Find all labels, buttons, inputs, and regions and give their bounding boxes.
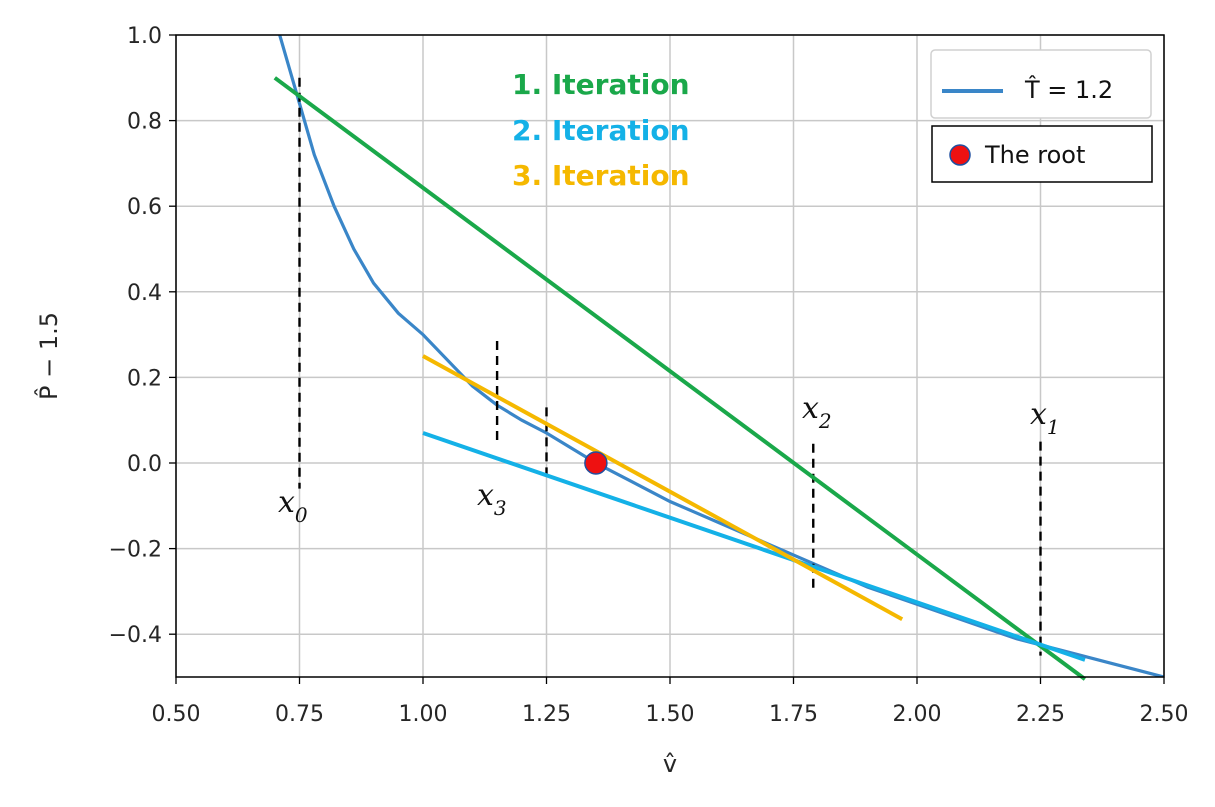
root-legend-label: The root [984, 141, 1085, 169]
marker-label-subscript: 3 [494, 496, 507, 520]
marker-label-x1: x1 [1030, 397, 1060, 439]
plot-frame [175, 34, 1165, 678]
legend-label: T̂ = 1.2 [1024, 76, 1113, 104]
marker-label-letter: x [802, 391, 819, 426]
x-tick-label: 1.00 [399, 702, 448, 727]
x-axis-label: v̂ [663, 750, 677, 778]
iteration-label-1: 1. Iteration [512, 68, 690, 101]
root-legend-marker [949, 144, 971, 166]
x-tick-label: 1.25 [522, 702, 571, 727]
marker-label-subscript: 1 [1047, 415, 1060, 439]
x-tick-label: 2.00 [893, 702, 942, 727]
y-tick-label: −0.2 [109, 538, 162, 563]
marker-label-letter: x [1030, 397, 1047, 432]
x-tick-label: 2.50 [1140, 702, 1189, 727]
marker-label-letter: x [477, 478, 494, 513]
marker-label-x0: x0 [278, 485, 308, 527]
legend: T̂ = 1.2 The root [930, 49, 1153, 183]
iteration-label-2: 2. Iteration [512, 114, 690, 147]
marker-label-x3: x3 [477, 478, 507, 520]
tick-labels: 0.50 0.75 1.00 1.25 1.50 1.75 2.00 2.25 2.50−0.4… [109, 24, 1189, 727]
marker-label-subscript: 0 [295, 503, 308, 527]
y-tick-label: 0.2 [127, 366, 162, 391]
y-tick-label: −0.4 [109, 623, 162, 648]
y-axis-label: P̂ − 1.5 [35, 312, 63, 400]
marker-label-letter: x [278, 485, 295, 520]
legend-box [930, 49, 1152, 119]
root-point [584, 451, 608, 475]
y-tick-label: 0.0 [127, 452, 162, 477]
tangent-line-1 [273, 76, 1087, 681]
tangent-line-2 [422, 431, 1086, 662]
iteration-label-3: 3. Iteration [512, 159, 690, 192]
marker-label-x2: x2 [802, 391, 832, 433]
root-layer [584, 451, 608, 475]
marker-label-subscript: 2 [818, 409, 832, 433]
tangent-layer [273, 76, 1087, 681]
tangent-line-3 [422, 354, 904, 621]
x-tick-label: 1.50 [646, 702, 695, 727]
x-tick-label: 2.25 [1016, 702, 1065, 727]
x-tick-label: 1.75 [769, 702, 818, 727]
y-tick-label: 1.0 [127, 24, 162, 49]
x-tick-label: 0.50 [152, 702, 201, 727]
y-tick-label: 0.4 [127, 281, 162, 306]
y-tick-label: 0.8 [127, 110, 162, 135]
y-tick-label: 0.6 [127, 195, 162, 220]
x-tick-label: 0.75 [275, 702, 324, 727]
